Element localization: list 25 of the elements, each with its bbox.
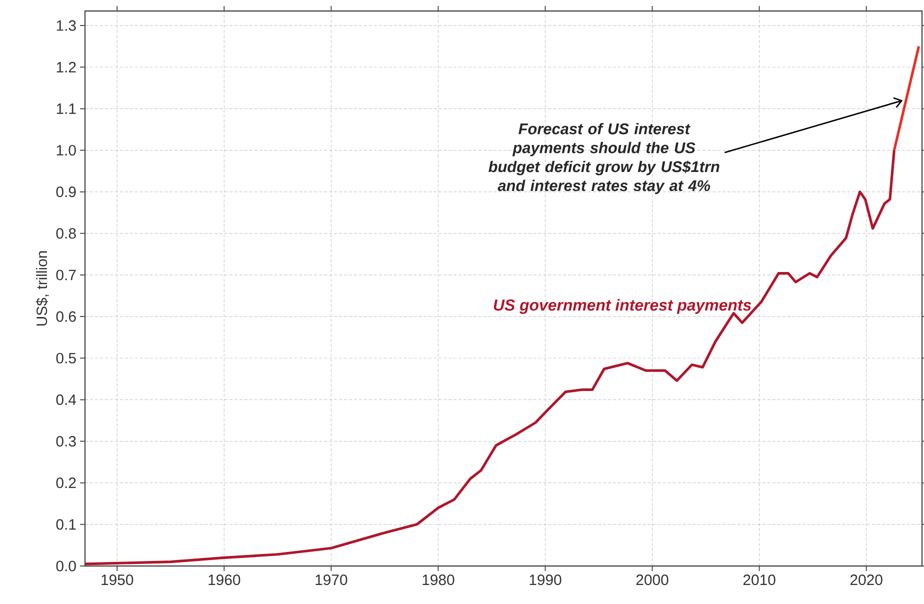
y-tick-label: 0.7 xyxy=(56,270,76,280)
y-tick-label: 0.4 xyxy=(56,394,76,405)
y-tick-label: 0.8 xyxy=(56,228,76,239)
x-tick-label: 2010 xyxy=(743,574,776,586)
y-tick-label: 0.9 xyxy=(56,186,76,198)
y-tick-label: 0.0 xyxy=(56,560,76,572)
y-tick-label: 1.0 xyxy=(56,144,76,156)
x-tick-label: 1980 xyxy=(422,574,454,586)
x-tick-label: 2020 xyxy=(850,574,882,586)
y-tick-label: 0.3 xyxy=(56,436,76,447)
x-tick-label: 1970 xyxy=(316,574,348,586)
y-tick-label: 1.2 xyxy=(56,62,76,72)
y-tick-label: 1.3 xyxy=(56,20,76,31)
series-label: US government interest payments xyxy=(494,299,752,314)
x-tick-label: 1990 xyxy=(530,574,562,586)
y-tick-label: 0.6 xyxy=(56,311,76,322)
y-tick-label: 1.1 xyxy=(56,104,76,114)
x-tick-label: 2000 xyxy=(636,574,668,586)
y-tick-label: 0.1 xyxy=(56,519,76,530)
annotation: Forecast of US interest payments should the US budget deficit grow by US$1trn and interest rates stay at 4% xyxy=(488,122,720,194)
y-tick-label: 0.5 xyxy=(56,352,76,364)
x-tick-label: 1960 xyxy=(208,574,240,586)
y-axis-title: US$, trillion xyxy=(36,251,49,326)
y-tick-label: 0.2 xyxy=(56,478,76,488)
x-tick-label: 1950 xyxy=(102,574,134,586)
